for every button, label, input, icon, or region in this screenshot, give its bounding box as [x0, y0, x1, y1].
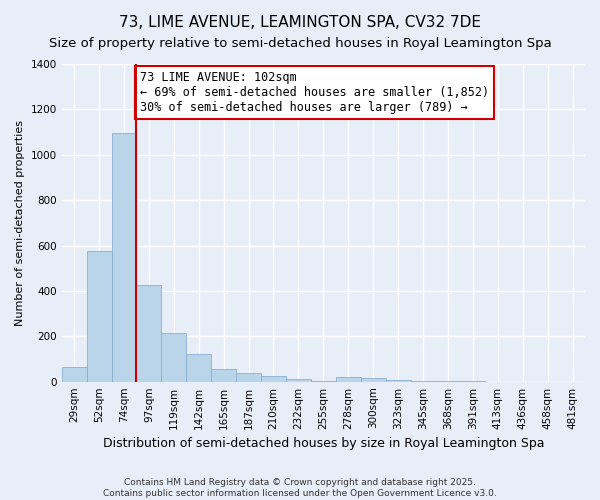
Bar [211, 369, 236, 382]
Bar [261, 376, 286, 382]
Bar [186, 354, 211, 382]
Bar [236, 372, 261, 382]
Bar [136, 285, 161, 382]
Text: Size of property relative to semi-detached houses in Royal Leamington Spa: Size of property relative to semi-detach… [49, 38, 551, 51]
Text: 73 LIME AVENUE: 102sqm
← 69% of semi-detached houses are smaller (1,852)
30% of : 73 LIME AVENUE: 102sqm ← 69% of semi-det… [140, 71, 489, 114]
Bar [286, 380, 311, 382]
Text: 73, LIME AVENUE, LEAMINGTON SPA, CV32 7DE: 73, LIME AVENUE, LEAMINGTON SPA, CV32 7D… [119, 15, 481, 30]
Bar [361, 378, 386, 382]
Bar [62, 367, 86, 382]
Bar [336, 377, 361, 382]
Bar [112, 133, 136, 382]
Bar [86, 251, 112, 382]
Text: Contains HM Land Registry data © Crown copyright and database right 2025.
Contai: Contains HM Land Registry data © Crown c… [103, 478, 497, 498]
Bar [410, 381, 436, 382]
Bar [161, 333, 186, 382]
Bar [386, 380, 410, 382]
Y-axis label: Number of semi-detached properties: Number of semi-detached properties [15, 120, 25, 326]
Bar [311, 380, 336, 382]
X-axis label: Distribution of semi-detached houses by size in Royal Leamington Spa: Distribution of semi-detached houses by … [103, 437, 544, 450]
